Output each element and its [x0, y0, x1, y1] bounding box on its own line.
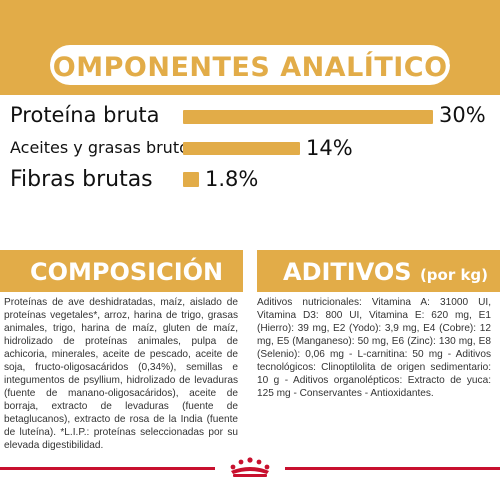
nutrient-value-fat: 14% [306, 136, 353, 160]
additives-title-unit: (por kg) [419, 266, 489, 284]
nutrient-value-fiber: 1.8% [205, 167, 259, 191]
composition-title: COMPOSICIÓN [30, 258, 224, 286]
nutrient-bar-fat [183, 142, 300, 155]
analytical-header: COMPONENTES ANALÍTICOS [0, 0, 500, 95]
additives-title-main: ADITIVOS [283, 258, 412, 286]
royal-canin-crown-icon [230, 457, 270, 477]
nutrient-bar-fiber [183, 172, 199, 187]
additives-header: ADITIVOS (por kg) [257, 250, 500, 292]
footer-line-right [285, 467, 500, 470]
footer-line-left [0, 467, 215, 470]
composition-text: Proteínas de ave deshidratadas, maíz, ai… [4, 297, 238, 451]
nutrient-label: Fibras brutas [10, 167, 153, 192]
analytical-title: COMPONENTES ANALÍTICOS [32, 52, 468, 83]
nutrient-label: Aceites y grasas brutos [10, 138, 198, 157]
nutrient-value-protein: 30% [439, 103, 486, 127]
nutrient-bar-protein [183, 110, 433, 124]
title-pill [50, 45, 450, 85]
additives-title: ADITIVOS (por kg) [283, 258, 488, 286]
nutrient-label: Proteína bruta [10, 103, 160, 127]
composition-header: COMPOSICIÓN [0, 250, 243, 292]
additives-text: Aditivos nutricionales: Vitamina A: 3100… [257, 297, 491, 399]
